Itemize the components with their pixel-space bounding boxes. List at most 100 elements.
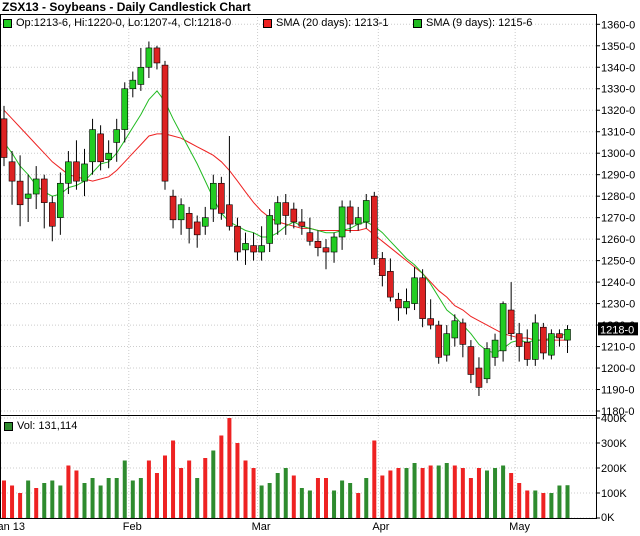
volume-bar — [485, 471, 489, 519]
volume-tick-label: 100K — [601, 488, 627, 500]
volume-bar — [268, 483, 272, 518]
candle-up — [33, 179, 39, 194]
volume-bar — [147, 461, 151, 519]
ohlc-label: Op:1213-6, Hi:1220-0, Lo:1207-4, Cl:1218… — [16, 17, 231, 29]
volume-bar — [324, 478, 328, 518]
candle-down — [420, 278, 426, 319]
candle-down — [315, 241, 321, 247]
volume-bar — [509, 473, 513, 518]
volume-grid — [1, 418, 596, 518]
volume-bar — [405, 468, 409, 518]
sma20-label: SMA (20 days): 1213-1 — [276, 17, 389, 29]
volume-bar — [477, 468, 481, 518]
volume-bar — [364, 478, 368, 518]
volume-bar — [541, 493, 545, 518]
volume-bar — [493, 468, 497, 518]
candle-up — [339, 207, 345, 237]
volume-bar — [203, 458, 207, 518]
candle-up — [130, 80, 136, 89]
volume-bar — [566, 485, 570, 518]
candle-down — [371, 196, 377, 258]
candle-down — [291, 209, 297, 222]
candle-up — [114, 130, 120, 143]
price-tick-label: 1300-0 — [601, 148, 635, 160]
legend-sma20: SMA (20 days): 1213-1 — [263, 16, 389, 30]
price-tick-label: 1290-0 — [601, 170, 635, 182]
volume-bar — [131, 481, 135, 519]
price-tick-label: 1250-0 — [601, 256, 635, 268]
candle-down — [98, 134, 104, 162]
volume-bar — [517, 483, 521, 518]
volume-bar — [219, 436, 223, 519]
candle-down — [323, 248, 329, 252]
candle-down — [17, 181, 23, 205]
candle-up — [146, 48, 152, 67]
price-tick-label: 1230-0 — [601, 299, 635, 311]
candle-down — [218, 183, 224, 213]
volume-swatch — [4, 422, 13, 431]
volume-bar — [115, 478, 119, 518]
candle-down — [387, 271, 393, 297]
volume-bar — [18, 493, 22, 518]
candle-up — [106, 153, 112, 159]
last-price-marker: 1218-0 — [598, 322, 638, 336]
legend-ohlc: Op:1213-6, Hi:1220-0, Lo:1207-4, Cl:1218… — [3, 16, 231, 30]
candle-up — [404, 301, 410, 307]
candle-down — [524, 342, 530, 359]
volume-bar — [453, 466, 457, 519]
title-bar: ZSX13 - Soybeans - Daily Candlestick Cha… — [0, 0, 596, 14]
volume-tick-label: 200K — [601, 463, 627, 475]
candle-down — [186, 213, 192, 228]
candle-down — [9, 162, 15, 181]
volume-tick-label: 300K — [601, 438, 627, 450]
volume-tick-label: 0K — [601, 512, 615, 524]
sma9-swatch — [413, 19, 422, 28]
volume-bar — [83, 483, 87, 518]
price-tick-label: 1340-0 — [601, 62, 635, 74]
candle-down — [508, 310, 514, 334]
volume-bar — [276, 473, 280, 518]
volume-bar — [211, 451, 215, 519]
candle-down — [49, 203, 55, 227]
volume-bar — [91, 478, 95, 518]
candle-down — [468, 347, 474, 375]
volume-bar — [380, 476, 384, 519]
price-tick-label: 1350-0 — [601, 41, 635, 53]
volume-bar — [195, 478, 199, 518]
candle-down — [307, 233, 313, 242]
candle-down — [41, 179, 47, 203]
volume-bar — [549, 493, 553, 518]
candle-down — [460, 323, 466, 344]
volume-tick-label: 400K — [601, 413, 627, 425]
volume-axis-labels: 400K 300K 200K 100K 0K — [596, 413, 627, 524]
candle-up — [331, 237, 337, 252]
volume-bar — [340, 481, 344, 519]
volume-bar — [316, 478, 320, 518]
price-panel-frame — [1, 15, 597, 416]
candle-down — [1, 119, 7, 158]
volume-bar — [348, 483, 352, 518]
volume-bar — [10, 486, 14, 519]
volume-bar — [300, 488, 304, 518]
candle-down — [436, 325, 442, 357]
price-tick-label: 1270-0 — [601, 213, 635, 225]
candle-down — [170, 196, 176, 220]
candle-up — [243, 243, 249, 249]
candle-up — [202, 218, 208, 227]
volume-label: Vol: 131,114 — [17, 420, 77, 432]
volume-bar — [34, 488, 38, 518]
candles — [1, 41, 571, 395]
volume-bar — [332, 491, 336, 519]
price-tick-label: 1280-0 — [601, 191, 635, 203]
candle-up — [178, 205, 184, 220]
x-axis-ticks: Jan 13 Feb Mar Apr May — [0, 14, 530, 533]
candle-up — [363, 200, 369, 221]
month-tick-label: Apr — [372, 521, 389, 533]
volume-bar — [252, 468, 256, 518]
volume-bar — [396, 468, 400, 518]
candle-up — [444, 334, 450, 355]
candle-up — [90, 130, 96, 162]
candle-up — [82, 164, 88, 181]
volume-bar — [244, 461, 248, 519]
